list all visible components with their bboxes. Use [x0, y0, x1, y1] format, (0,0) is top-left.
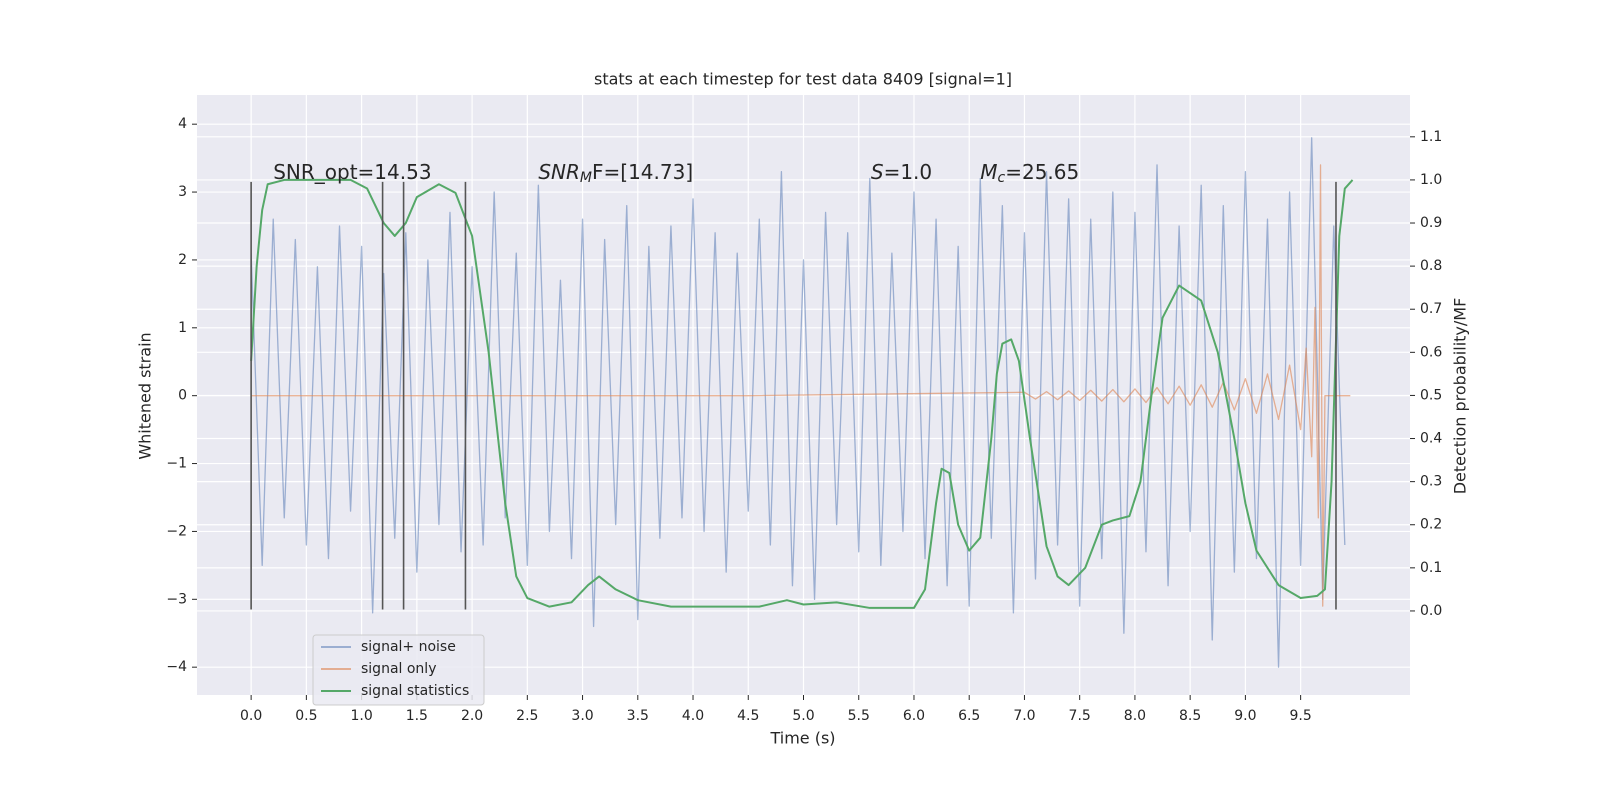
x-tick-label: 9.0 [1234, 708, 1256, 724]
annotation-text: SNR_opt=14.53 [273, 160, 431, 184]
x-tick-label: 6.5 [958, 708, 980, 724]
series-line [250, 137, 1346, 668]
y2-tick-label: 0.9 [1420, 215, 1442, 231]
y2-tick-label: 0.1 [1420, 560, 1442, 576]
y-tick-label: 4 [178, 116, 187, 132]
y2-tick-label: 0.7 [1420, 301, 1442, 317]
legend-label: signal only [361, 661, 436, 677]
x-tick-label: 2.5 [516, 708, 538, 724]
x-tick-label: 1.0 [350, 708, 372, 724]
x-tick-label: 0.0 [240, 708, 262, 724]
y2-tick-label: 1.1 [1420, 129, 1442, 145]
series-line [250, 178, 1354, 609]
y2-tick-label: 0.5 [1420, 387, 1442, 403]
x-tick-label: 2.0 [461, 708, 483, 724]
y-tick-label: 0 [178, 388, 187, 404]
y2-tick-label: 0.0 [1420, 603, 1442, 619]
y-tick-label: −2 [166, 523, 187, 539]
x-tick-label: 9.5 [1289, 708, 1311, 724]
x-tick-label: 6.0 [903, 708, 925, 724]
y2-tick-label: 0.6 [1420, 344, 1442, 360]
annotation: SNRMF=[14.73] [538, 160, 693, 187]
x-tick-label: 0.5 [295, 708, 317, 724]
x-tick-label: 3.0 [571, 708, 593, 724]
x-tick-label: 5.0 [792, 708, 814, 724]
x-tick-label: 8.0 [1124, 708, 1146, 724]
y2-axis-label: Detection probability/MF [1451, 298, 1470, 495]
y-tick-label: 1 [178, 320, 187, 336]
x-tick-label: 4.0 [682, 708, 704, 724]
y2-tick-label: 0.3 [1420, 474, 1442, 490]
x-tick-label: 1.5 [406, 708, 428, 724]
y2-tick-label: 0.2 [1420, 517, 1442, 533]
legend-label: signal+ noise [361, 639, 456, 655]
x-tick-label: 7.0 [1013, 708, 1035, 724]
chart-title: stats at each timestep for test data 840… [594, 70, 1012, 89]
y-tick-label: −4 [166, 659, 187, 675]
legend-label: signal statistics [361, 683, 469, 699]
y-tick-label: −3 [166, 591, 187, 607]
annotation-sub: M [580, 170, 592, 186]
series-line [251, 164, 1351, 607]
annotation-text: S [871, 160, 884, 184]
annotation-sub: c [998, 170, 1006, 186]
y-axis-label: Whitened strain [136, 332, 155, 459]
annotation-rest: =25.65 [1005, 160, 1079, 184]
annotation-text: M [980, 160, 997, 184]
y2-tick-label: 0.4 [1420, 431, 1442, 447]
annotation-rest: F=[14.73] [592, 160, 693, 184]
y-tick-label: 3 [178, 184, 187, 200]
annotation-rest: =1.0 [884, 160, 933, 184]
x-axis-label: Time (s) [769, 729, 835, 748]
annotation: Mc=25.65 [980, 160, 1079, 187]
y-tick-label: −1 [166, 456, 187, 472]
x-tick-label: 4.5 [737, 708, 759, 724]
x-tick-label: 7.5 [1069, 708, 1091, 724]
x-tick-label: 8.5 [1179, 708, 1201, 724]
x-tick-label: 3.5 [627, 708, 649, 724]
legend-box [312, 634, 485, 706]
x-tick-label: 5.5 [848, 708, 870, 724]
annotation: S=1.0 [871, 160, 932, 184]
y2-tick-label: 1.0 [1420, 172, 1442, 188]
y2-tick-label: 0.8 [1420, 258, 1442, 274]
annotation-text: SNR [538, 160, 580, 184]
annotation: SNR_opt=14.53 [273, 160, 431, 184]
y-tick-label: 2 [178, 252, 187, 268]
